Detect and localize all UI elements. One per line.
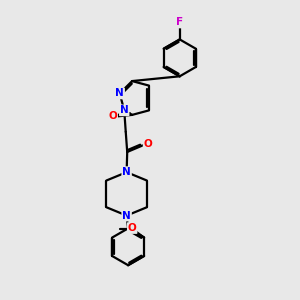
- Text: O: O: [144, 139, 152, 149]
- Text: O: O: [128, 223, 136, 233]
- Text: N: N: [115, 88, 124, 98]
- Text: N: N: [122, 167, 131, 177]
- Text: N: N: [120, 105, 129, 116]
- Text: F: F: [176, 17, 183, 28]
- Text: O: O: [108, 111, 117, 122]
- Text: N: N: [122, 211, 131, 220]
